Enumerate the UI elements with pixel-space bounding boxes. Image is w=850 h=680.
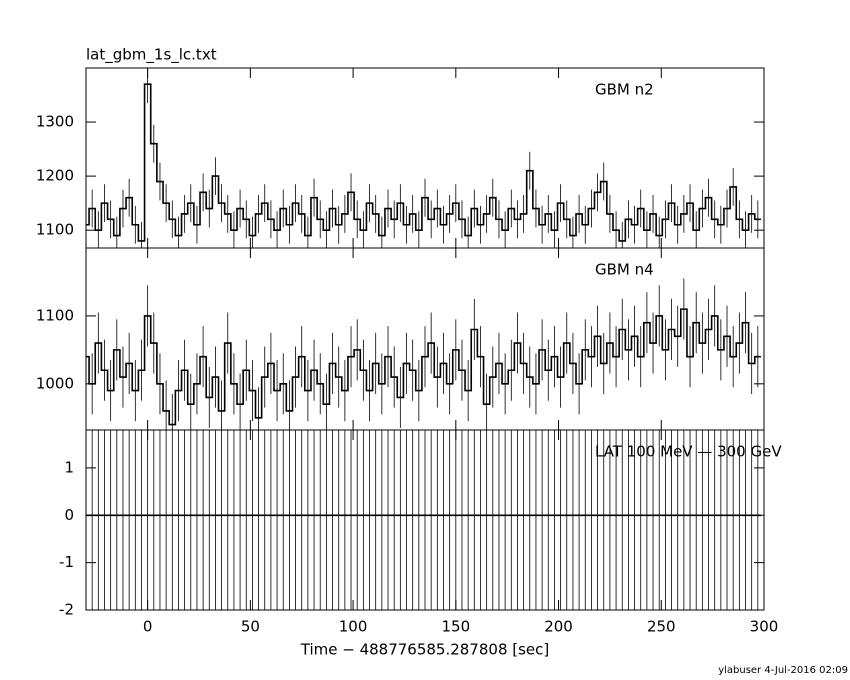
light-curve <box>86 83 761 242</box>
x-tick-label: 200 <box>544 618 573 636</box>
x-tick-label: 150 <box>441 618 470 636</box>
y-tick-label: 1000 <box>36 374 74 392</box>
y-tick-label: 1300 <box>36 113 74 131</box>
y-tick-label: 1100 <box>36 221 74 239</box>
panel-label: GBM n2 <box>595 81 654 99</box>
footer: ylabuser 4-Jul-2016 02:09 <box>718 665 848 676</box>
y-tick-label: 0 <box>64 506 74 524</box>
x-tick-label: 0 <box>143 618 153 636</box>
y-tick-label: 1 <box>64 458 74 476</box>
light-curve <box>86 308 761 426</box>
x-tick-label: 50 <box>241 618 260 636</box>
y-tick-label: 1200 <box>36 167 74 185</box>
series <box>86 278 761 430</box>
chart-title: lat_gbm_1s_lc.txt <box>86 46 217 65</box>
x-axis-label: Time − 488776585.287808 [sec] <box>300 641 550 659</box>
series <box>86 68 761 248</box>
x-tick-label: 300 <box>750 618 779 636</box>
x-tick-label: 250 <box>647 618 676 636</box>
panel-label: GBM n4 <box>595 261 654 279</box>
series <box>86 430 761 610</box>
y-tick-label: -2 <box>59 601 74 619</box>
y-tick-label: -1 <box>59 553 74 571</box>
x-tick-label: 100 <box>339 618 368 636</box>
y-tick-label: 1100 <box>36 306 74 324</box>
panel-label: LAT 100 MeV — 300 GeV <box>595 443 782 461</box>
